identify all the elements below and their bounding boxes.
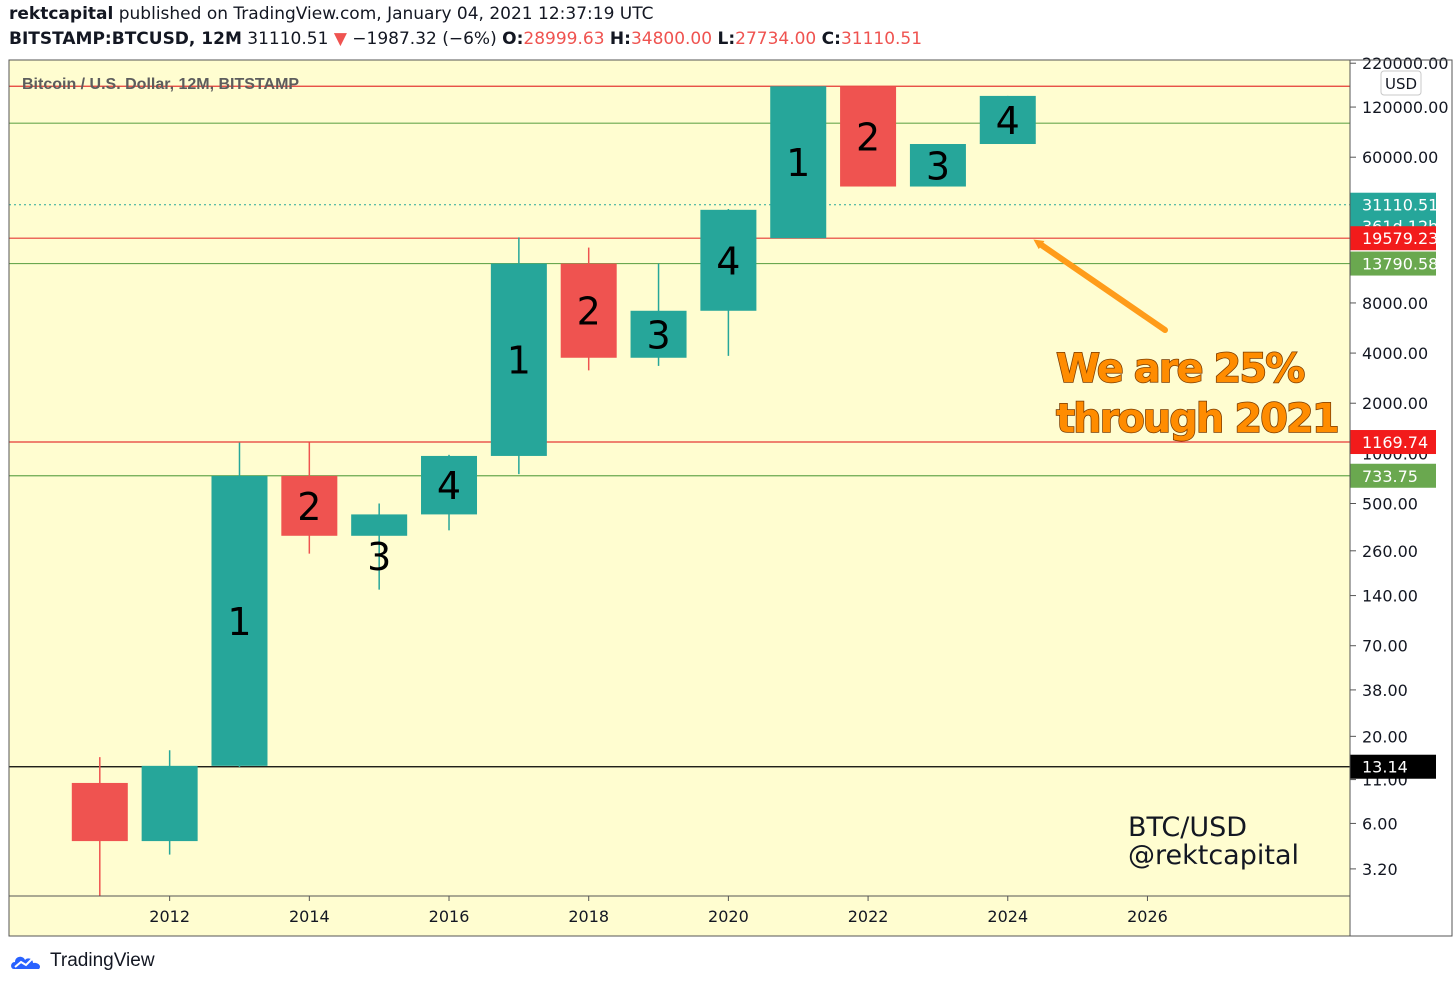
price-change: −1987.32 (−6%) — [352, 29, 497, 49]
candle-body — [979, 95, 1036, 145]
wave-label: 4 — [716, 239, 740, 283]
price-level-labels: 31110.51361d 12h19579.2313790.581169.747… — [1350, 192, 1438, 779]
annotation-line-2: through 2021 — [1056, 396, 1338, 442]
time-tick-label: 2026 — [1127, 907, 1168, 926]
price-tick-label: 20.00 — [1362, 727, 1408, 746]
price-label-text: 1169.74 — [1362, 433, 1428, 452]
wave-label: 1 — [786, 141, 810, 185]
low-label: L: — [717, 29, 736, 49]
price-tick-label: 38.00 — [1362, 681, 1408, 700]
price-label-text: 31110.51 — [1362, 196, 1438, 215]
candle-body — [71, 782, 128, 842]
price-tick-label: 8000.00 — [1362, 294, 1428, 313]
price-axis-ticks: 220000.00 120000.00 60000.00 8000.00 4000.00… — [1350, 54, 1449, 879]
time-axis-ticks: 2012 2014 2016 2018 2020 2022 2024 2026 — [149, 896, 1168, 926]
candle-body — [490, 263, 547, 456]
wave-label: 3 — [646, 313, 670, 357]
time-tick-label: 2020 — [708, 907, 749, 926]
price-tick-label: 220000.00 — [1362, 54, 1449, 73]
currency-box[interactable] — [1380, 70, 1422, 96]
price-tick-label: 140.00 — [1362, 587, 1418, 606]
time-tick-label: 2016 — [429, 907, 470, 926]
price-label-box — [1350, 463, 1436, 488]
candle-body — [281, 475, 338, 536]
price-tick-label: 4000.00 — [1362, 344, 1428, 363]
chart-frame — [8, 59, 1453, 937]
price-label-text: 733.75 — [1362, 467, 1418, 486]
wave-label: 4 — [437, 464, 461, 508]
time-axis-background[interactable] — [9, 896, 1350, 936]
time-tick-label: 2012 — [149, 907, 190, 926]
candle-body — [770, 86, 827, 239]
candle-body — [840, 86, 897, 187]
high-label: H: — [609, 29, 631, 49]
wave-label: 3 — [367, 535, 391, 579]
symbol-info-bar: BITSTAMP:BTCUSD, 12M 31110.51 ▼ −1987.32… — [9, 29, 922, 49]
open-value: 28999.63 — [523, 29, 605, 49]
price-label-box — [1350, 754, 1436, 779]
wave-label: 2 — [297, 485, 321, 529]
currency-label: USD — [1385, 75, 1417, 93]
plot-background — [9, 60, 1350, 896]
candle-body — [211, 475, 268, 766]
price-tick-label: 260.00 — [1362, 542, 1418, 561]
price-label-text: 13.14 — [1362, 758, 1408, 777]
horizontal-levels — [9, 85, 1350, 768]
cloud-logo-icon — [11, 956, 41, 969]
candle-body — [630, 310, 687, 358]
price-tick-label: 500.00 — [1362, 495, 1418, 514]
author-name[interactable]: rektcapital — [9, 4, 114, 24]
price-label-text: 19579.23 — [1362, 229, 1438, 248]
wave-label: 2 — [856, 115, 880, 159]
high-value: 34800.00 — [630, 29, 713, 49]
candle-body — [909, 144, 966, 187]
price-label-box — [1350, 226, 1436, 251]
last-price: 31110.51 — [247, 29, 329, 49]
price-label-box — [1350, 192, 1436, 217]
price-label-box — [1350, 251, 1436, 276]
close-value: 31110.51 — [840, 29, 923, 49]
low-value: 27734.00 — [735, 29, 817, 49]
candle-body — [421, 455, 478, 515]
price-tick-label: 6.00 — [1362, 814, 1398, 833]
price-tick-label: 60000.00 — [1362, 148, 1438, 167]
tradingview-logo-text: TradingView — [50, 950, 155, 971]
wave-count-labels: 1 2 3 4 1 2 3 4 1 2 3 4 — [227, 99, 1019, 644]
wave-label: 1 — [507, 339, 531, 383]
price-label-text: 13790.58 — [1362, 255, 1438, 274]
annotation-line-1: We are 25% — [1056, 346, 1304, 392]
publish-date: published on TradingView.com, January 04… — [118, 4, 654, 24]
chart-title: Bitcoin / U.S. Dollar, 12M, BITSTAMP — [22, 76, 299, 93]
wave-label: 3 — [926, 144, 950, 188]
tradingview-logo[interactable]: TradingView — [10, 950, 155, 972]
candle-body — [351, 514, 408, 536]
candle-body — [560, 263, 617, 358]
price-tick-label: 70.00 — [1362, 637, 1408, 656]
candle-body — [700, 209, 757, 311]
down-arrow-icon: ▼ — [333, 29, 347, 49]
price-label-box — [1350, 430, 1436, 455]
price-tick-label: 120000.00 — [1362, 98, 1449, 117]
orange-arrow — [1033, 239, 1168, 333]
watermark-pair: BTC/USD — [1128, 812, 1247, 843]
time-tick-label: 2022 — [848, 907, 889, 926]
time-tick-label: 2018 — [568, 907, 609, 926]
candle-body — [141, 765, 198, 842]
price-tick-label: 2000.00 — [1362, 394, 1428, 413]
wave-label: 1 — [227, 600, 251, 644]
watermark-handle: @rektcapital — [1128, 840, 1299, 871]
wave-label: 2 — [577, 290, 601, 334]
candles — [71, 86, 1036, 896]
price-tick-label: 3.20 — [1362, 860, 1398, 879]
close-label: C: — [821, 29, 841, 49]
time-tick-label: 2024 — [987, 907, 1028, 926]
publish-info: rektcapital published on TradingView.com… — [9, 4, 654, 24]
wave-label: 4 — [996, 99, 1020, 143]
symbol-name: BITSTAMP:BTCUSD, 12M — [9, 29, 242, 49]
open-label: O: — [502, 29, 524, 49]
time-tick-label: 2014 — [289, 907, 330, 926]
